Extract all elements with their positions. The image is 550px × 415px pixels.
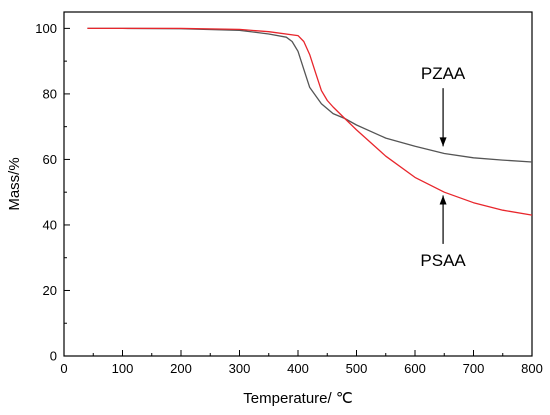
x-tick-label: 800 — [521, 361, 543, 376]
arrow-head-icon — [439, 137, 447, 147]
x-tick-label: 400 — [287, 361, 309, 376]
arrow-head-icon — [439, 195, 447, 205]
x-tick-label: 600 — [404, 361, 426, 376]
x-tick-label: 200 — [170, 361, 192, 376]
x-tick-label: 700 — [463, 361, 485, 376]
y-tick-label: 80 — [43, 86, 57, 101]
x-axis-ticks: 0 100 200 300 400 500 600 700 800 — [60, 350, 543, 376]
series-layer — [87, 27, 533, 216]
y-tick-label: 0 — [50, 349, 57, 364]
y-tick-label: 100 — [35, 21, 57, 36]
y-tick-label: 20 — [43, 283, 57, 298]
x-axis-title: Temperature/ ℃ — [243, 390, 352, 407]
annotation-label-pzaa: PZAA — [421, 64, 466, 83]
y-axis-ticks: 0 20 40 60 80 100 — [35, 21, 70, 364]
x-tick-label: 100 — [112, 361, 134, 376]
x-tick-label: 500 — [346, 361, 368, 376]
annotation-layer: PZAA PSAA — [420, 64, 466, 270]
x-tick-label: 0 — [60, 361, 67, 376]
series-line-psaa — [87, 27, 533, 216]
y-tick-label: 60 — [43, 152, 57, 167]
annotation-label-psaa: PSAA — [420, 251, 466, 270]
y-axis-title: Mass/% — [6, 157, 23, 210]
y-tick-label: 40 — [43, 217, 57, 232]
series-line-pzaa — [87, 27, 533, 163]
x-tick-label: 300 — [229, 361, 251, 376]
